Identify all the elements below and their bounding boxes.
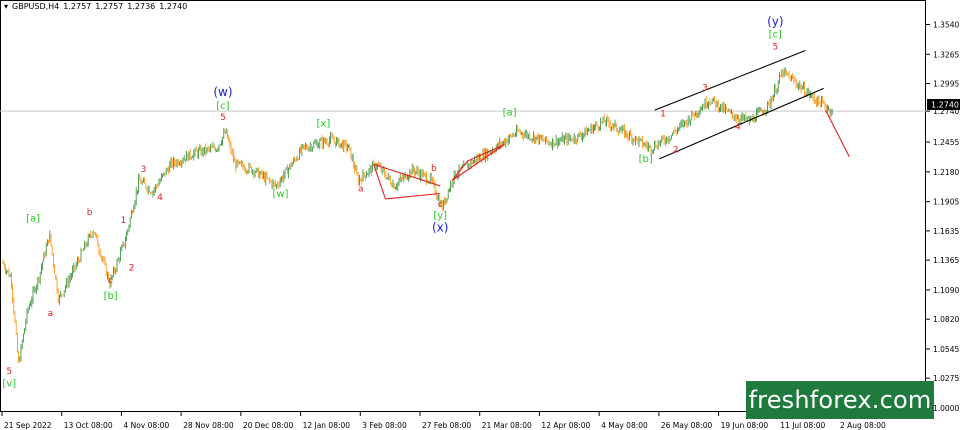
y-tick-label: 1.1365 (933, 256, 959, 265)
wave-label: (x) (432, 220, 448, 234)
wave-label: 2 (673, 145, 679, 155)
wave-label: [c] (216, 101, 229, 112)
wave-label: [a] (503, 108, 517, 119)
brand-logo: freshforex.com (746, 381, 934, 419)
y-tick-label: 1.1090 (933, 286, 959, 295)
wave-label: (y) (767, 15, 783, 29)
x-tick-label: 13 Oct 08:00 (64, 421, 113, 430)
ohlc-close: 1.2740 (159, 2, 188, 11)
triangle-lower-line (385, 192, 441, 200)
current-price-tag (927, 99, 960, 110)
channel-upper-line (654, 49, 806, 111)
wave-label: [v] (2, 378, 16, 389)
wave-label: 5 (220, 113, 226, 123)
wave-label: [y] (433, 210, 447, 221)
ohlc-low: 1.2736 (127, 2, 156, 11)
x-tick-label: 2 Aug 08:00 (840, 421, 886, 430)
symbol-label: GBPUSD,H4 (12, 2, 60, 11)
x-tick-label: 27 Feb 08:00 (422, 421, 471, 430)
x-tick-label: 26 May 08:00 (661, 421, 713, 430)
wave-label: 1 (660, 110, 666, 120)
wave-label: 2 (129, 263, 135, 273)
wave-label: 5 (6, 367, 12, 377)
wave-label: [x] (317, 118, 331, 129)
wave-overlays (373, 49, 850, 200)
y-tick-label: 1.0545 (933, 345, 959, 354)
x-tick-label: 4 May 08:00 (601, 421, 648, 430)
y-tick-label: 1.2995 (933, 80, 959, 89)
wave-label: 3 (141, 165, 147, 175)
x-tick-label: 3 Feb 08:00 (362, 421, 407, 430)
wedge-left-line (451, 160, 469, 181)
x-tick-label: 21 Sep 2022 (4, 421, 52, 430)
y-tick-label: 1.3540 (933, 21, 959, 30)
wave-label: (w) (213, 85, 232, 99)
x-tick-label: 19 Jun 08:00 (721, 421, 769, 430)
y-tick-label: 1.0000 (933, 404, 959, 413)
symbol-header: ▾ GBPUSD,H4 1.2757 1.2757 1.2736 1.2740 (4, 2, 191, 11)
wave-label: c (438, 200, 443, 210)
y-tick-label: 1.3265 (933, 50, 959, 59)
wave-label: 1 (121, 216, 127, 226)
wave-label: [b] (104, 291, 118, 302)
x-tick-label: 28 Nov 08:00 (183, 421, 234, 430)
forecast-line (825, 109, 850, 157)
wave-label: 5 (772, 42, 778, 52)
wave-label: [w] (272, 189, 288, 200)
price-axis: 1.3540 1.3265 1.2995 1.2740 1.2455 1.2180 1.19… (926, 21, 959, 413)
wedge-lower-line (451, 144, 505, 181)
wave-labels: [v]5[a]abc[b]12345[c](w)[w][x]abc[y](x)[… (2, 15, 783, 390)
x-tick-label: 21 Mar 08:00 (482, 421, 532, 430)
wave-label: c (108, 276, 113, 286)
ohlc-open: 1.2757 (63, 2, 92, 11)
x-tick-label: 20 Dec 08:00 (243, 421, 294, 430)
channel-lower-line (659, 87, 824, 160)
y-tick-label: 1.2180 (933, 168, 959, 177)
wave-label: [a] (26, 214, 40, 225)
current-price-tag-text: 1.2740 (931, 101, 959, 110)
x-tick-label: 12 Apr 08:00 (541, 421, 590, 430)
wave-label: b (87, 208, 93, 218)
wave-label: b (431, 164, 437, 174)
time-axis: 21 Sep 2022 13 Oct 08:00 4 Nov 08:00 28 Nov… (1, 411, 886, 430)
y-tick-label: 1.1635 (933, 227, 959, 236)
y-tick-label: 1.2740 (933, 107, 959, 116)
ohlc-high: 1.2757 (95, 2, 124, 11)
y-tick-label: 1.1905 (933, 198, 959, 207)
triangle-left-line (373, 164, 386, 200)
x-tick-label: 11 Jul 08:00 (780, 421, 825, 430)
plot-area-border (0, 0, 926, 412)
wave-label: 4 (735, 123, 741, 133)
x-tick-label: 4 Nov 08:00 (123, 421, 169, 430)
wave-label: 3 (702, 84, 708, 94)
wedge-upper-line (467, 144, 505, 162)
y-tick-label: 1.0275 (933, 374, 959, 383)
y-tick-label: 1.0820 (933, 315, 959, 324)
wave-label: [c] (769, 30, 782, 41)
wave-label: [b] (639, 154, 653, 165)
triangle-upper-line (373, 163, 441, 187)
y-tick-label: 1.2455 (933, 138, 959, 147)
wave-label: a (358, 184, 364, 194)
wave-label: a (48, 309, 54, 319)
header-triangle-icon: ▾ (4, 2, 9, 11)
wave-label: 4 (157, 193, 163, 203)
x-tick-label: 12 Jan 08:00 (303, 421, 351, 430)
